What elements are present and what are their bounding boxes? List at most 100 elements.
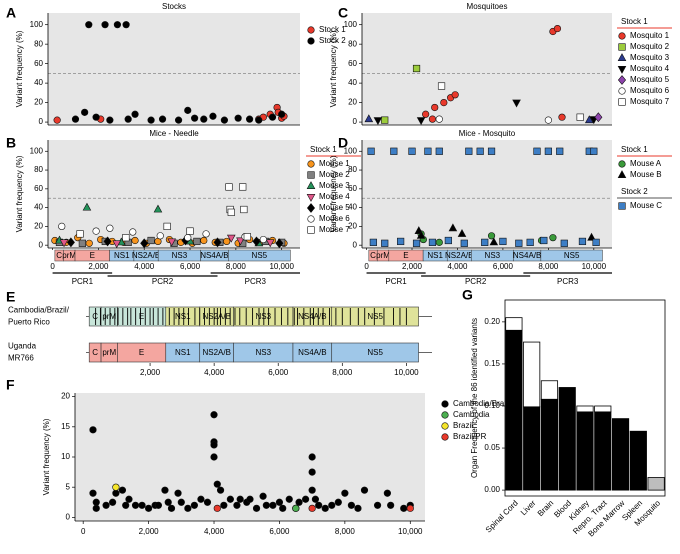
data-point (209, 112, 217, 120)
data-point (544, 116, 552, 124)
data-point (236, 495, 244, 503)
gene-label: NS1 (114, 251, 130, 260)
data-point (412, 64, 421, 73)
panel-label: E (6, 289, 15, 305)
data-point (147, 236, 155, 245)
gene-label: NS2A/B (202, 348, 230, 357)
data-point (252, 236, 261, 247)
data-point (131, 236, 139, 245)
data-point (129, 228, 137, 236)
legend-marker (617, 66, 627, 74)
y-tick-label: 0.20 (484, 317, 500, 326)
legend-label: Mouse A (630, 159, 662, 168)
legend-marker (618, 98, 626, 106)
gene-label: NS5 (252, 251, 268, 260)
panel-label: D (338, 135, 348, 151)
data-point (275, 238, 284, 249)
data-point (416, 117, 426, 126)
gene-label: C (370, 251, 376, 260)
gene-label: NS2A/B (132, 251, 160, 260)
gene-label: prM (62, 251, 76, 260)
data-point (308, 468, 316, 476)
data-point (112, 240, 122, 249)
y-tick-label: 0 (39, 240, 44, 249)
data-point (225, 183, 233, 191)
data-point (112, 489, 120, 497)
y-tick-label: 40 (34, 78, 43, 87)
data-point (66, 237, 75, 248)
data-point (576, 113, 584, 121)
y-axis-label: Variant frequency (%) (15, 155, 24, 232)
bar-segment (540, 380, 559, 400)
panel-label: F (6, 377, 15, 393)
data-point (124, 115, 132, 123)
data-point (184, 106, 192, 114)
data-point (184, 504, 192, 512)
data-point (92, 498, 100, 506)
y-axis-label: Variant frequency (%) (329, 155, 338, 232)
data-point (553, 24, 562, 33)
data-point (481, 238, 489, 246)
data-point (131, 110, 139, 118)
data-point (373, 501, 382, 509)
data-point (435, 115, 443, 123)
data-point (234, 114, 242, 122)
legend-title: Stock 2 (621, 187, 648, 196)
data-point (220, 116, 228, 124)
legend-label: Mouse C (630, 201, 662, 210)
gene-label: NS3 (256, 312, 272, 321)
data-point (112, 483, 120, 491)
gene-label: C (56, 251, 62, 260)
data-point (533, 147, 541, 155)
data-point (220, 501, 228, 509)
data-point (158, 115, 167, 123)
data-point (460, 239, 468, 247)
data-point (328, 501, 336, 509)
data-point (213, 504, 221, 512)
legend-label: Mouse 1 (319, 159, 350, 168)
data-point (58, 222, 66, 230)
legend-label: Brazil (453, 421, 473, 430)
data-point (544, 147, 552, 155)
data-point (431, 103, 439, 112)
data-point (400, 504, 408, 512)
data-point (515, 239, 523, 247)
data-point (236, 237, 245, 246)
data-point (140, 238, 149, 249)
chart-title: Mosquitoes (467, 2, 508, 11)
x-tick-label: 8,000 (226, 262, 247, 271)
x-tick-label: 10,000 (394, 368, 419, 377)
data-point (262, 501, 270, 509)
legend-marker (307, 26, 315, 34)
legend-label: Mosquito 5 (630, 75, 670, 84)
x-tick-label: Brain (536, 499, 556, 519)
data-point (153, 204, 163, 213)
bar-segment (647, 477, 665, 491)
data-point (174, 116, 183, 124)
gene-label: prM (376, 251, 390, 260)
data-point (213, 480, 221, 488)
data-point (268, 113, 277, 121)
legend-label: Cambodia (453, 410, 490, 419)
gene-segment (540, 249, 603, 262)
data-point (373, 117, 383, 126)
data-point (444, 236, 452, 245)
pcr-label: PCR3 (245, 277, 267, 286)
legend-marker (617, 75, 627, 85)
y-tick-label: 100 (344, 20, 358, 29)
data-point (131, 501, 140, 509)
data-point (489, 237, 499, 246)
legend-marker (306, 194, 316, 202)
legend-marker (307, 37, 315, 45)
panel-label: C (338, 5, 348, 21)
data-point (334, 498, 342, 506)
y-tick-label: 60 (34, 59, 43, 68)
gene-label: NS3 (256, 348, 272, 357)
y-tick-label: 100 (30, 20, 44, 29)
legend-label: Mouse 7 (319, 225, 350, 234)
x-tick-label: 10,000 (398, 527, 423, 536)
gene-label: NS4A/B (200, 251, 228, 260)
data-point (440, 98, 448, 107)
panel-label: G (462, 287, 473, 303)
y-tick-label: 10 (61, 452, 70, 461)
